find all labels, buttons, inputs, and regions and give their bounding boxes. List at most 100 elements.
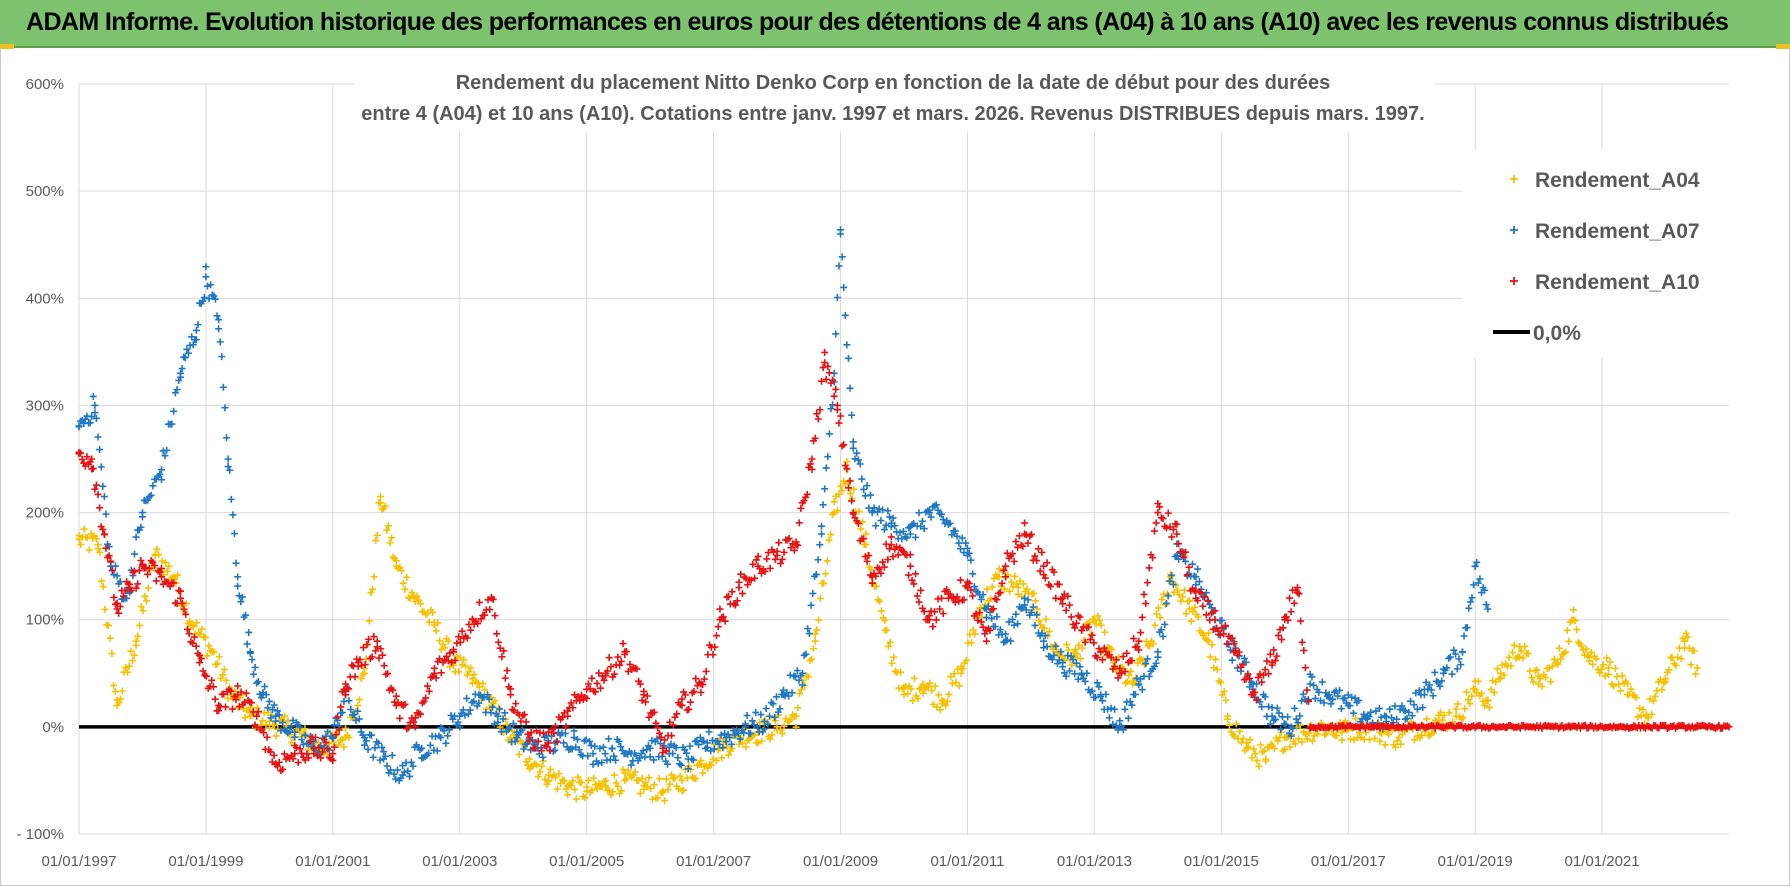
point-rendement-a07: [1261, 693, 1269, 701]
point-rendement-a10: [673, 710, 681, 718]
point-rendement-a07: [1121, 705, 1129, 713]
point-rendement-a04: [957, 669, 965, 677]
point-rendement-a07: [1012, 610, 1020, 618]
point-rendement-a10: [1306, 723, 1314, 731]
point-rendement-a07: [1128, 701, 1136, 709]
point-rendement-a10: [378, 651, 386, 659]
point-rendement-a10: [451, 656, 459, 664]
point-rendement-a10: [192, 642, 200, 650]
point-rendement-a07: [345, 697, 353, 705]
point-rendement-a10: [944, 594, 952, 602]
point-rendement-a07: [178, 365, 186, 373]
point-rendement-a10: [110, 593, 118, 601]
point-rendement-a07: [371, 744, 379, 752]
point-rendement-a04: [936, 706, 944, 714]
point-rendement-a04: [938, 696, 946, 704]
point-rendement-a07: [785, 692, 793, 700]
point-rendement-a04: [959, 665, 967, 673]
point-rendement-a07: [204, 282, 212, 290]
point-rendement-a10: [324, 745, 332, 753]
point-rendement-a04: [1604, 670, 1612, 678]
point-rendement-a07: [1465, 604, 1473, 612]
point-rendement-a10: [522, 718, 530, 726]
point-rendement-a04: [342, 734, 350, 742]
point-rendement-a07: [1040, 637, 1048, 645]
point-rendement-a10: [626, 660, 634, 668]
point-rendement-a04: [1161, 601, 1169, 609]
point-rendement-a10: [94, 490, 102, 498]
point-rendement-a07: [955, 539, 963, 547]
point-rendement-a10: [1293, 584, 1301, 592]
point-rendement-a07: [1073, 659, 1080, 667]
point-rendement-a04: [203, 652, 211, 660]
point-rendement-a10: [99, 526, 107, 534]
point-rendement-a10: [833, 401, 841, 409]
point-rendement-a04: [758, 737, 765, 745]
point-rendement-a04: [1505, 653, 1513, 661]
point-rendement-a10: [1297, 617, 1305, 625]
point-rendement-a10: [669, 721, 677, 729]
point-rendement-a10: [806, 460, 814, 468]
point-rendement-a10: [527, 729, 535, 737]
point-rendement-a07: [264, 704, 272, 712]
point-rendement-a07: [238, 593, 246, 601]
point-rendement-a07: [511, 737, 519, 745]
point-rendement-a10: [728, 588, 736, 596]
point-rendement-a07: [1482, 601, 1490, 609]
point-rendement-a10: [145, 564, 153, 572]
point-rendement-a10: [329, 750, 337, 758]
point-rendement-a10: [822, 375, 830, 383]
point-rendement-a07: [1076, 663, 1084, 671]
point-rendement-a04: [436, 637, 444, 645]
point-rendement-a10: [182, 610, 190, 618]
point-rendement-a07: [226, 466, 234, 474]
point-rendement-a07: [636, 754, 644, 762]
point-rendement-a07: [219, 383, 227, 391]
point-rendement-a07: [1188, 560, 1196, 568]
point-rendement-a10: [1033, 557, 1041, 565]
point-rendement-a07: [286, 727, 294, 735]
point-rendement-a07: [138, 509, 146, 517]
point-rendement-a10: [280, 750, 288, 758]
point-rendement-a10: [1274, 631, 1282, 639]
point-rendement-a10: [1204, 597, 1212, 605]
point-rendement-a07: [437, 734, 445, 742]
point-rendement-a10: [821, 348, 829, 356]
point-rendement-a10: [1034, 545, 1042, 553]
point-rendement-a10: [854, 519, 862, 527]
point-rendement-a07: [444, 732, 452, 740]
point-rendement-a10: [211, 695, 219, 703]
point-rendement-a04: [792, 723, 800, 731]
point-rendement-a07: [253, 679, 261, 687]
point-rendement-a04: [479, 680, 487, 688]
point-rendement-a07: [250, 670, 258, 678]
point-rendement-a10: [1047, 582, 1055, 590]
point-rendement-a04: [1649, 697, 1657, 705]
point-rendement-a04: [545, 777, 553, 785]
point-rendement-a10: [501, 674, 509, 682]
point-rendement-a10: [446, 649, 454, 657]
point-rendement-a10: [1112, 656, 1120, 664]
point-rendement-a04: [96, 548, 104, 556]
point-rendement-a07: [409, 762, 417, 770]
point-rendement-a07: [1033, 611, 1041, 619]
point-rendement-a07: [1053, 660, 1061, 668]
point-rendement-a10: [135, 567, 143, 575]
point-rendement-a04: [270, 721, 278, 729]
point-rendement-a07: [812, 570, 820, 578]
point-rendement-a04: [1180, 586, 1188, 594]
point-rendement-a10: [1076, 613, 1084, 621]
point-rendement-a10: [733, 597, 741, 605]
point-rendement-a07: [1453, 665, 1461, 673]
point-rendement-a07: [1069, 656, 1077, 664]
point-rendement-a04: [1579, 646, 1587, 654]
point-rendement-a04: [780, 722, 788, 730]
point-rendement-a04: [1045, 627, 1053, 635]
point-rendement-a07: [879, 506, 887, 514]
point-rendement-a07: [475, 699, 483, 707]
point-rendement-a04: [1665, 666, 1673, 674]
point-rendement-a04: [1362, 729, 1370, 737]
point-rendement-a07: [963, 544, 971, 552]
point-rendement-a10: [425, 687, 433, 695]
point-rendement-a04: [219, 671, 227, 679]
